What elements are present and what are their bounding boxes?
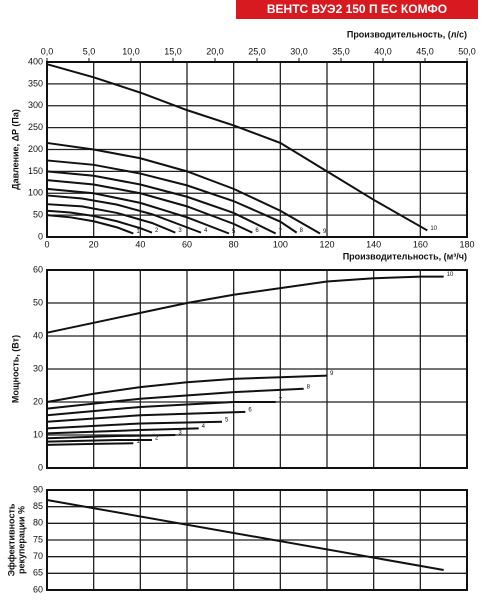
y-tick-label: 400 [28,56,43,66]
x-axis-title: Производительность, (м³/ч) [343,251,467,261]
data-line [46,434,176,440]
curve-label: 6 [248,407,252,413]
y-axis-title: рекуперации % [16,506,26,574]
curve-label: 2 [155,436,159,442]
curve-label: 7 [279,398,283,404]
x-tick-label: 100 [273,239,288,249]
x-tick-label: 40 [135,239,145,249]
data-line [46,401,276,417]
data-line [46,410,246,423]
x-tick-label: 20 [89,239,99,249]
x2-tick-label: 0,0 [41,46,54,56]
data-line [46,442,134,446]
curve-label: 8 [307,384,311,390]
x2-axis-title: Производительность, (л/с) [347,29,467,39]
data-line [46,209,153,234]
curve-label: 4 [202,424,206,430]
curve-label: 5 [225,417,229,423]
header-title: ВЕНТС ВУЭ2 150 П ЕС КОМФО [267,2,447,16]
curve-label: 3 [178,431,182,437]
curve-label: 8 [300,228,304,234]
header-bar [236,0,478,19]
curve-label: 9 [330,371,334,377]
x2-tick-label: 20,0 [206,46,224,56]
curve-label: 10 [430,226,437,232]
curve-label: 1 [136,439,140,445]
curve-label: 10 [447,272,454,278]
y-tick-label: 80 [33,518,43,528]
x-tick-label: 120 [319,239,334,249]
data-line [46,194,202,234]
y-tick-label: 85 [33,501,43,511]
data-line [46,203,176,234]
curve-label: 7 [279,229,283,235]
x2-tick-label: 25,0 [248,46,266,56]
x2-tick-label: 45,0 [416,46,434,56]
y-tick-label: 50 [33,297,43,307]
x2-tick-label: 5,0 [83,46,96,56]
x2-tick-label: 30,0 [290,46,308,56]
y-tick-label: 0 [38,231,43,241]
y-axis-title: Мощность, (Вт) [10,335,20,403]
y-tick-label: 60 [33,264,43,274]
data-line [46,275,444,334]
y-tick-label: 20 [33,396,43,406]
curve-label: 5 [232,229,236,235]
y-tick-label: 100 [28,188,43,198]
x-tick-label: 140 [366,239,381,249]
x2-tick-label: 35,0 [332,46,350,56]
x-tick-label: 80 [229,239,239,249]
y-tick-label: 50 [33,210,43,220]
y-tick-label: 200 [28,144,43,154]
data-line [46,374,328,403]
curve-label: 9 [323,229,327,235]
y-tick-label: 10 [33,429,43,439]
y-axis-title: Давление, ΔP (Па) [10,109,20,190]
curve-label: 1 [136,229,140,235]
data-line [46,214,134,235]
curve-label: 3 [178,228,182,234]
y-tick-label: 70 [33,551,43,561]
x2-tick-label: 15,0 [164,46,182,56]
data-line [46,499,444,571]
y-axis-title: Эффективность [6,503,16,576]
y-tick-label: 250 [28,122,43,132]
y-tick-label: 300 [28,100,43,110]
y-tick-label: 40 [33,330,43,340]
x2-tick-label: 10,0 [122,46,140,56]
data-line [46,141,321,235]
y-tick-label: 150 [28,166,43,176]
data-line [46,387,304,410]
data-line [46,170,277,235]
data-line [46,420,223,430]
y-tick-label: 75 [33,534,43,544]
data-line [46,179,253,234]
x-tick-label: 160 [413,239,428,249]
y-tick-label: 65 [33,568,43,578]
curve-label: 4 [204,228,208,234]
y-tick-label: 60 [33,584,43,594]
plot-frame [46,269,468,469]
x2-tick-label: 50,0 [458,46,476,56]
data-line [46,427,199,435]
data-line [46,438,152,443]
x2-tick-label: 40,0 [374,46,392,56]
y-tick-label: 90 [33,484,43,494]
data-line [46,159,298,234]
plot-frame [46,489,468,591]
x-tick-label: 60 [182,239,192,249]
data-line [46,63,428,232]
x-tick-label: 0 [44,239,49,249]
data-line [46,187,230,235]
y-tick-label: 350 [28,78,43,88]
y-tick-label: 30 [33,363,43,373]
curve-label: 6 [255,228,259,234]
x-tick-label: 180 [459,239,474,249]
y-tick-label: 0 [38,462,43,472]
curve-label: 2 [155,228,159,234]
